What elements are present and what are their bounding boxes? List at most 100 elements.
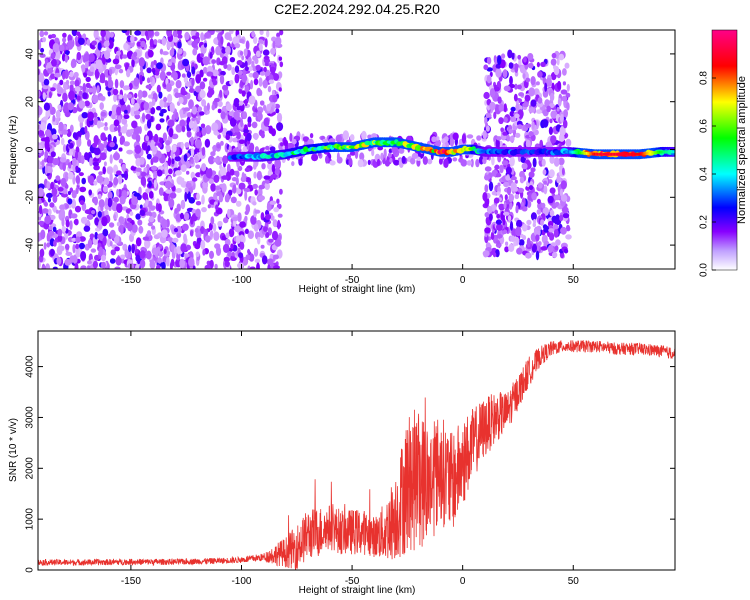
spectrogram-cell	[155, 264, 161, 269]
spectrogram-x-tick-label: 50	[568, 275, 580, 286]
spectrogram-cell	[199, 111, 205, 116]
spectrogram-cell	[234, 65, 240, 73]
spectrogram-cell	[69, 142, 74, 149]
spectrogram-cell	[54, 37, 60, 44]
spectrogram-x-tick-label: 0	[460, 275, 466, 286]
spectrogram-cell	[74, 79, 80, 88]
spectrogram-cell	[52, 133, 58, 140]
spectrogram-cell	[120, 126, 128, 134]
spectrogram-cell	[501, 160, 509, 166]
spectrogram-cell	[201, 163, 207, 172]
spectrogram-cell	[201, 194, 205, 205]
spectrogram-cell	[493, 111, 497, 120]
spectrogram-cell	[354, 150, 359, 159]
spectrogram-cell	[147, 49, 154, 58]
spectrogram-cell	[262, 49, 270, 56]
spectrogram-cell	[536, 225, 542, 231]
snr-y-ticks: 0 1000 2000 3000 4000	[25, 355, 675, 573]
spectrogram-cell	[131, 243, 136, 254]
spectrogram-cell	[532, 157, 537, 168]
spectrogram-cell	[260, 212, 265, 221]
spectrogram-cell	[548, 169, 555, 178]
spectrogram-cell	[153, 59, 157, 66]
spectrogram-cell	[223, 256, 230, 263]
spectrogram-cell	[131, 58, 135, 68]
spectrogram-cell	[509, 75, 513, 86]
spectrogram-cell	[186, 170, 190, 175]
spectrogram-cell	[508, 62, 514, 69]
spectrogram-cell	[46, 242, 51, 248]
spectrogram-band-cell	[652, 151, 654, 155]
spectrogram-cell	[272, 219, 278, 228]
spectrogram-cell	[561, 206, 569, 214]
spectrogram-cell	[93, 135, 99, 145]
spectrogram-cell	[222, 155, 229, 165]
spectrogram-cell	[486, 67, 493, 72]
spectrogram-cell	[164, 166, 169, 177]
spectrogram-band-cell	[664, 150, 667, 154]
spectrogram-cell	[188, 120, 194, 129]
spectrogram-cell	[549, 187, 556, 194]
spectrogram-cell	[55, 117, 60, 124]
spectrogram-cell	[50, 73, 56, 80]
spectrogram-cell	[508, 243, 515, 252]
spectrogram-cell	[227, 251, 233, 257]
spectrogram-cell	[113, 176, 119, 186]
spectrogram-cell	[137, 257, 141, 265]
spectrogram-cell	[522, 206, 528, 212]
spectrogram-cell	[186, 112, 192, 119]
spectrogram-cell	[126, 93, 133, 99]
spectrogram-cell	[217, 100, 223, 107]
spectrogram-cell	[503, 103, 507, 113]
spectrogram-cell	[484, 227, 491, 234]
spectrogram-cell	[202, 56, 210, 66]
spectrogram-cell	[112, 58, 120, 65]
spectrogram-cell	[135, 157, 142, 167]
spectrogram-cell	[535, 81, 540, 86]
spectrogram-cell	[503, 85, 511, 92]
spectrogram-cell	[247, 56, 252, 65]
spectrogram-cell	[191, 106, 198, 115]
spectrogram-cell	[185, 182, 192, 189]
spectrogram-cell	[39, 248, 45, 258]
spectrogram-band-cell	[573, 150, 576, 154]
spectrogram-cell	[165, 256, 170, 267]
spectrogram-cell	[148, 94, 153, 99]
spectrogram-cell	[112, 88, 119, 96]
spectrogram-cell	[516, 247, 523, 255]
spectrogram-cell	[127, 222, 133, 232]
spectrogram-band-cell	[581, 151, 583, 155]
spectrogram-cell	[165, 82, 172, 92]
spectrogram-cell	[202, 66, 208, 74]
spectrogram-cell	[143, 101, 150, 111]
spectrogram-cell	[121, 30, 127, 34]
spectrogram-cell	[150, 61, 154, 69]
spectrogram-cell	[276, 122, 284, 132]
spectrogram-cell	[531, 192, 537, 201]
spectrogram-cell	[93, 147, 101, 156]
spectrogram-cell	[183, 107, 191, 112]
spectrogram-cell	[488, 213, 493, 222]
spectrogram-cell	[263, 226, 268, 232]
spectrogram-cell	[259, 71, 266, 76]
spectrogram-cell	[40, 122, 47, 131]
spectrogram-cell	[562, 213, 570, 219]
spectrogram-cell	[109, 31, 115, 38]
spectrogram-cell	[134, 144, 142, 154]
spectrogram-cell	[558, 133, 565, 142]
spectrogram-cell	[264, 38, 268, 48]
spectrogram-cell	[135, 134, 141, 143]
spectrogram-cell	[52, 205, 57, 213]
spectrogram-cell	[117, 124, 121, 134]
spectrogram-cell	[141, 76, 145, 82]
spectrogram-cell	[225, 45, 231, 55]
spectrogram-cell	[536, 209, 541, 215]
spectrogram-cell	[528, 131, 534, 137]
spectrogram-cell	[184, 31, 190, 41]
snr-y-tick-label: 1000	[25, 508, 36, 531]
colorbar-tick-label: 0.4	[699, 167, 710, 181]
spectrogram-cell	[87, 111, 94, 122]
spectrogram-cell	[509, 221, 514, 231]
spectrogram-cell	[239, 241, 245, 250]
spectrogram-cell	[104, 80, 109, 87]
